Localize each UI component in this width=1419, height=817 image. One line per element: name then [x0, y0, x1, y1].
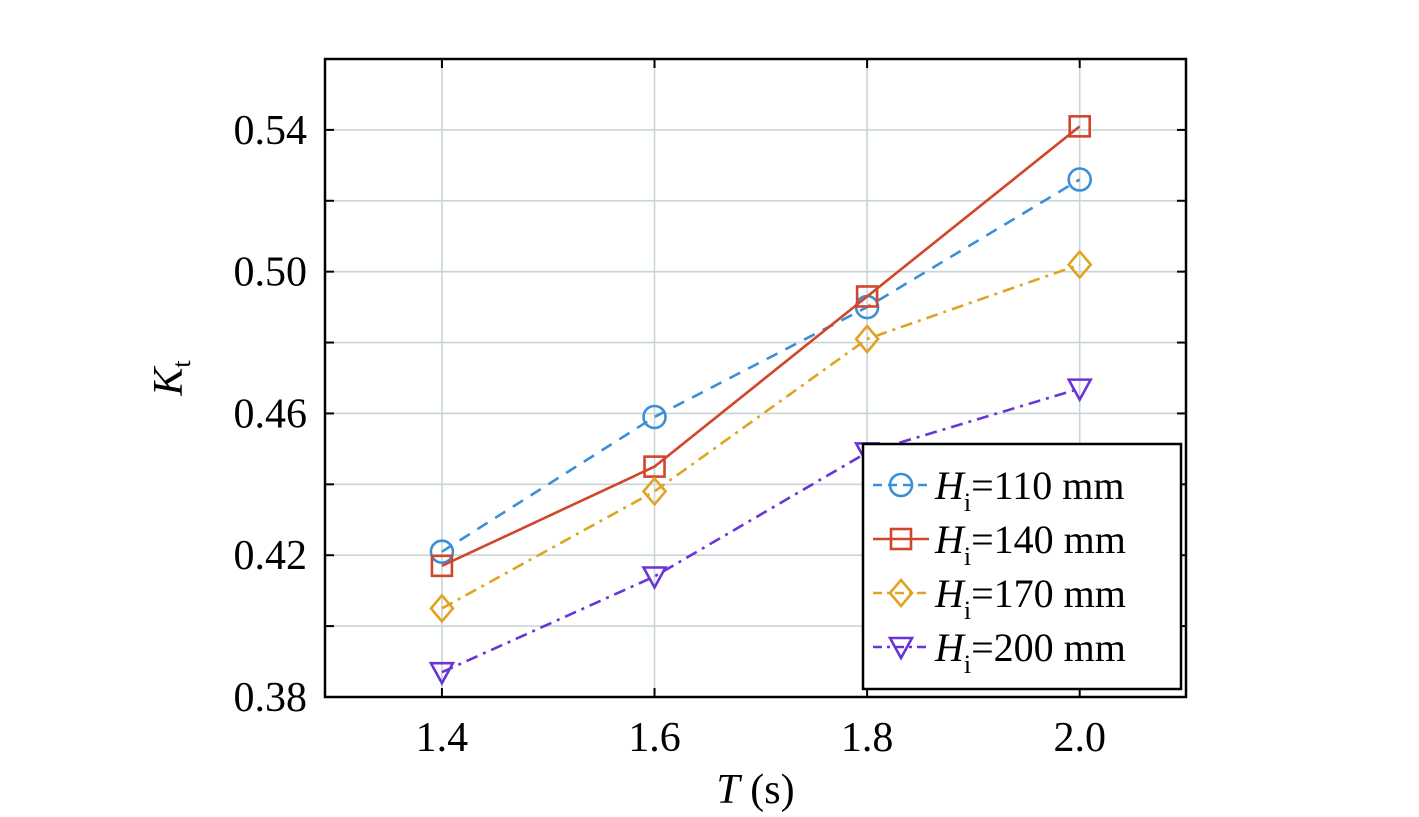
series-group — [428, 115, 1093, 686]
y-tick-label: 0.38 — [234, 675, 308, 721]
legend-label: Hi=140 mm — [934, 517, 1126, 571]
plot-frame — [323, 57, 1188, 699]
legend-marker — [888, 472, 914, 498]
y-tick-label: 0.42 — [234, 533, 308, 579]
y-tick-label: 0.50 — [234, 250, 308, 296]
legend-label: Hi=110 mm — [934, 463, 1124, 517]
y-tick-label: 0.54 — [234, 108, 308, 154]
series-3-point — [641, 476, 668, 507]
series-1-point — [429, 539, 455, 564]
x-axis-label: T (s) — [716, 767, 794, 813]
series-4-point — [641, 566, 668, 591]
legend-label-sub: i — [964, 596, 971, 625]
series-3-point — [1067, 249, 1093, 280]
y-axis-label: Kt — [146, 360, 196, 397]
series-2-point — [1068, 115, 1092, 138]
series-4-point — [428, 661, 456, 686]
series-2-point — [855, 285, 879, 308]
x-axis-label-var: T — [716, 767, 742, 813]
x-axis-label-unit: (s) — [740, 767, 795, 813]
legend-label-var: H — [934, 571, 966, 616]
series-4-point — [1066, 378, 1093, 403]
series-1-line — [441, 178, 1081, 553]
legend-label-var: H — [934, 625, 966, 670]
y-tick-label: 0.46 — [234, 391, 308, 437]
x-tick-labels: 1.4 1.6 1.8 2.0 — [416, 715, 1106, 761]
legend-item-4: Hi=200 mm — [873, 625, 1126, 679]
legend-label-sub: i — [964, 488, 971, 517]
legend-label-rest: =140 mm — [971, 517, 1126, 562]
series-2 — [430, 115, 1092, 578]
x-tick-label: 1.8 — [841, 715, 894, 761]
series-2-point — [430, 554, 454, 578]
series-1-point — [1067, 167, 1093, 192]
legend-label-var: H — [934, 517, 966, 562]
series-4-line — [441, 387, 1081, 674]
legend-label: Hi=200 mm — [934, 625, 1126, 679]
legend-item-3: Hi=170 mm — [873, 571, 1126, 625]
legend-box — [861, 442, 1183, 691]
series-3-point — [429, 593, 455, 624]
series-2-line — [441, 125, 1081, 568]
x-tick-label: 2.0 — [1053, 715, 1106, 761]
legend-label-rest: =170 mm — [971, 571, 1126, 616]
legend-marker — [889, 527, 913, 551]
legend-marker — [887, 636, 915, 661]
series-3-point — [854, 323, 880, 355]
y-axis-label-var: K — [146, 366, 192, 397]
legend-label-rest: =200 mm — [971, 625, 1126, 670]
y-axis-label-sub: t — [167, 360, 196, 368]
legend-label-rest: =110 mm — [971, 463, 1124, 508]
series-3 — [429, 249, 1093, 624]
legend-item-1: Hi=110 mm — [873, 463, 1124, 517]
legend-label-var: H — [934, 463, 966, 508]
legend-marker — [888, 577, 914, 609]
legend-label-sub: i — [964, 650, 971, 679]
legend-label-sub: i — [964, 542, 971, 571]
y-tick-labels: 0.38 0.42 0.46 0.50 0.54 — [234, 108, 308, 721]
x-tick-label: 1.6 — [628, 715, 681, 761]
series-1-point — [642, 404, 667, 430]
legend-item-2: Hi=140 mm — [873, 517, 1126, 571]
x-tick-label: 1.4 — [416, 715, 469, 761]
legend-label: Hi=170 mm — [934, 571, 1126, 625]
